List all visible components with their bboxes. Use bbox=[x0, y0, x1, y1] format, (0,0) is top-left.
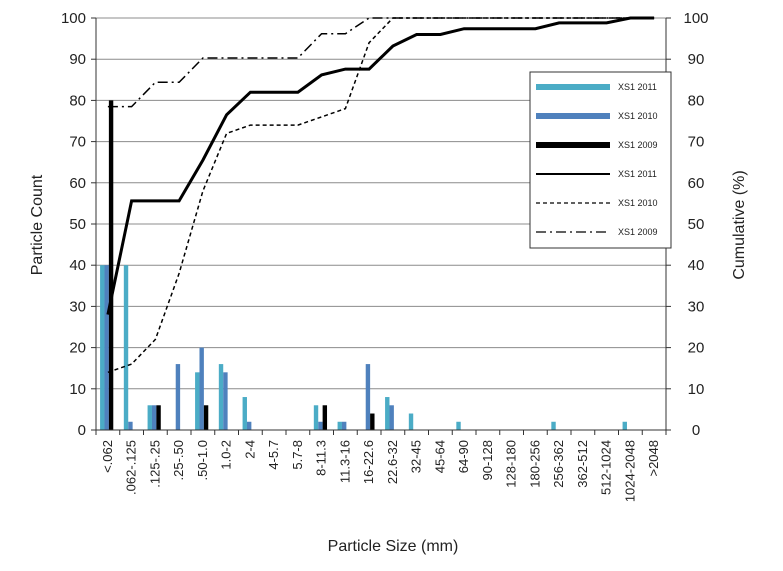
cumulative-line bbox=[107, 17, 655, 374]
y-tick-label: 20 bbox=[69, 340, 86, 357]
legend-label: XS1 2009 bbox=[618, 140, 658, 150]
legend-label: XS1 2009 bbox=[618, 227, 658, 237]
y-tick-label: 10 bbox=[69, 381, 86, 398]
y-tick-label: 50 bbox=[69, 216, 86, 233]
y2-tick-label: 20 bbox=[688, 340, 705, 357]
legend-label: XS1 2010 bbox=[618, 198, 658, 208]
legend-box bbox=[529, 71, 672, 249]
x-tick-label: 5.7-8 bbox=[290, 440, 305, 470]
bar bbox=[365, 364, 371, 430]
bar-series bbox=[100, 100, 627, 431]
y2-tick-label: 50 bbox=[688, 216, 705, 233]
y2-tick-label: 30 bbox=[688, 298, 705, 315]
bar bbox=[385, 397, 390, 430]
y2-axis-title: Cumulative (%) bbox=[731, 170, 748, 279]
bar bbox=[199, 347, 204, 430]
x-tick-label: 362-512 bbox=[575, 440, 590, 488]
x-tick-label: 180-256 bbox=[527, 440, 542, 488]
y-tick-label: 80 bbox=[69, 92, 86, 109]
legend-swatch bbox=[536, 84, 610, 90]
y-tick-label: 90 bbox=[69, 51, 86, 68]
bar bbox=[151, 405, 157, 430]
x-tick-label: 8-11.3 bbox=[314, 440, 329, 476]
cumulative-line bbox=[107, 17, 655, 108]
bar bbox=[104, 265, 109, 430]
x-axis-title: Particle Size (mm) bbox=[328, 538, 459, 555]
bar bbox=[108, 100, 114, 431]
y-axis-title: Particle Count bbox=[29, 174, 46, 275]
bar bbox=[147, 405, 152, 430]
x-tick-label: 45-64 bbox=[432, 440, 447, 473]
y2-tick-label: 40 bbox=[688, 257, 705, 274]
bar bbox=[242, 397, 247, 430]
bar bbox=[246, 421, 252, 430]
bar bbox=[313, 405, 319, 430]
x-tick-label: 90-128 bbox=[480, 440, 495, 480]
x-tick-label: 11.3-16 bbox=[337, 440, 352, 483]
x-tick-label: 22.6-32 bbox=[385, 440, 400, 484]
x-tick-label: 2-4 bbox=[242, 440, 257, 459]
y2-tick-label: 0 bbox=[692, 422, 700, 439]
x-tick-label: .25-.50 bbox=[171, 440, 186, 480]
y2-tick-label: 10 bbox=[688, 381, 705, 398]
x-axis-ticks: <.062 .062-.125 .125-.25 .25-.50 .50-1.0 1.0-… bbox=[100, 440, 661, 502]
bar bbox=[341, 421, 347, 430]
y2-tick-label: 60 bbox=[688, 175, 705, 192]
y-tick-label: 40 bbox=[69, 257, 86, 274]
bar bbox=[156, 405, 161, 430]
bar bbox=[389, 405, 394, 430]
y-tick-label: 60 bbox=[69, 175, 86, 192]
legend-swatch bbox=[536, 142, 610, 148]
bar bbox=[318, 421, 323, 430]
legend-swatch bbox=[536, 113, 610, 119]
x-tick-label: >2048 bbox=[646, 440, 661, 477]
legend-label: XS1 2010 bbox=[618, 111, 658, 121]
bar bbox=[100, 265, 105, 430]
x-tick-label: 4-5.7 bbox=[266, 440, 281, 470]
y2-axis-ticks: 0 10 20 30 40 50 60 70 80 90 100 bbox=[683, 10, 708, 439]
bar bbox=[408, 413, 414, 430]
bar bbox=[203, 405, 209, 430]
bar bbox=[370, 413, 375, 430]
x-tick-label: .062-.125 bbox=[124, 440, 139, 495]
legend-label: XS1 2011 bbox=[618, 82, 657, 92]
y2-tick-label: 70 bbox=[688, 134, 705, 151]
y-tick-label: 70 bbox=[69, 134, 86, 151]
y2-tick-label: 80 bbox=[688, 92, 705, 109]
x-tick-label: 256-362 bbox=[551, 440, 566, 488]
legend-label: XS1 2011 bbox=[618, 169, 657, 179]
bar bbox=[456, 421, 461, 430]
x-tick-label: 32-45 bbox=[409, 440, 424, 473]
bar bbox=[218, 364, 224, 430]
bar bbox=[123, 265, 129, 430]
x-tick-label: 512-1024 bbox=[599, 440, 614, 495]
bar bbox=[337, 421, 342, 430]
y-tick-label: 0 bbox=[78, 422, 86, 439]
cumulative-line bbox=[106, 16, 655, 315]
bar bbox=[551, 421, 556, 430]
x-tick-label: .50-1.0 bbox=[195, 440, 210, 480]
y2-tick-label: 90 bbox=[688, 51, 705, 68]
bar bbox=[195, 372, 200, 430]
x-tick-label: 16-22.6 bbox=[361, 440, 376, 484]
x-tick-label: 64-90 bbox=[456, 440, 471, 473]
x-tick-label: 1024-2048 bbox=[622, 440, 637, 502]
bar bbox=[223, 372, 228, 430]
bar bbox=[622, 421, 627, 430]
y-tick-label: 30 bbox=[69, 298, 86, 315]
bar bbox=[322, 405, 328, 430]
y-axis-ticks: 0 10 20 30 40 50 60 70 80 90 100 bbox=[61, 10, 86, 439]
x-tick-label: <.062 bbox=[100, 440, 115, 473]
bar bbox=[128, 421, 133, 430]
y2-tick-label: 100 bbox=[683, 10, 708, 27]
legend: XS1 2011 XS1 2010 XS1 2009 XS1 2011 XS1 2010… bbox=[529, 71, 672, 249]
x-tick-label: 1.0-2 bbox=[219, 440, 234, 470]
bar bbox=[175, 364, 181, 430]
x-tick-label: .125-.25 bbox=[147, 440, 162, 488]
y-tick-label: 100 bbox=[61, 10, 86, 27]
cumulative-lines bbox=[106, 16, 655, 374]
x-tick-label: 128-180 bbox=[504, 440, 519, 488]
